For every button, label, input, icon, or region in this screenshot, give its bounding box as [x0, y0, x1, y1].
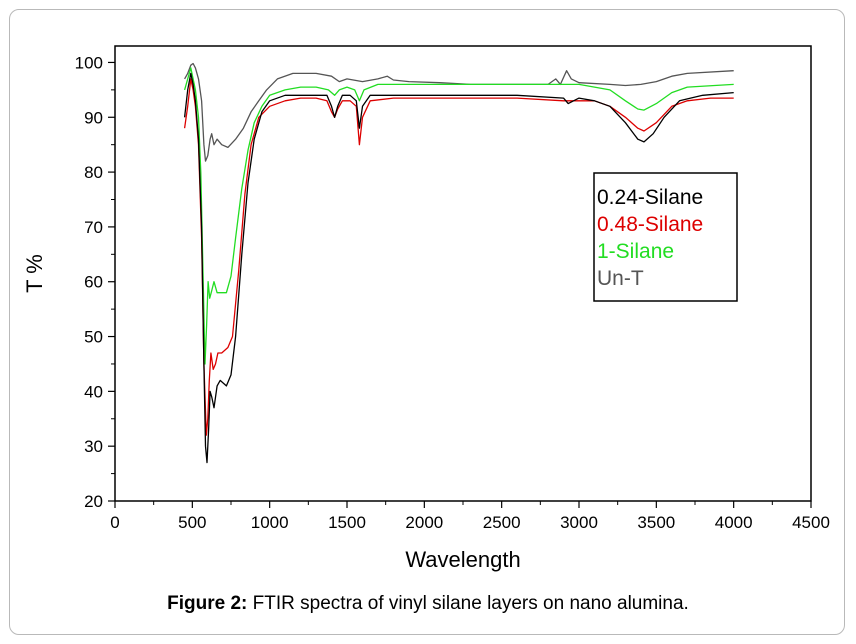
- x-tick-label: 0: [110, 513, 119, 532]
- y-tick-label: 30: [84, 437, 103, 456]
- legend-entry: 0.48-Silane: [597, 213, 703, 236]
- x-tick-label: 3500: [637, 513, 675, 532]
- x-tick-label: 500: [178, 513, 206, 532]
- x-tick-label: 1500: [328, 513, 366, 532]
- x-tick-label: 2000: [405, 513, 443, 532]
- series-layer: [183, 62, 734, 464]
- y-tick-label: 90: [84, 108, 103, 127]
- x-axis: 0 500 1000 1500 2000 2500 3000 3500 4000 4500: [110, 501, 830, 532]
- series-line-un-t: [184, 62, 734, 162]
- y-tick-label: 50: [84, 328, 103, 347]
- y-tick-label: 100: [75, 53, 103, 72]
- x-tick-label: 4500: [792, 513, 830, 532]
- series-line-0-24-silane: [183, 72, 734, 464]
- y-axis-label: T %: [22, 254, 47, 293]
- legend-entry: 0.24-Silane: [597, 186, 703, 209]
- legend-entry: Un-T: [597, 267, 644, 290]
- y-axis: 20 30 40 50 60 70 80 90 100: [75, 53, 115, 511]
- caption-text: FTIR spectra of vinyl silane layers on n…: [247, 593, 689, 614]
- y-tick-label: 80: [84, 163, 103, 182]
- legend: 0.24-Silane 0.48-Silane 1-Silane Un-T: [593, 172, 738, 302]
- legend-box: [593, 172, 738, 302]
- x-axis-label: Wavelength: [405, 547, 520, 572]
- legend-entry: 1-Silane: [597, 240, 674, 263]
- x-tick-label: 3000: [560, 513, 598, 532]
- figure-caption: Figure 2: FTIR spectra of vinyl silane l…: [0, 593, 856, 615]
- y-tick-label: 40: [84, 382, 103, 401]
- y-tick-label: 60: [84, 273, 103, 292]
- x-tick-label: 2500: [483, 513, 521, 532]
- y-tick-label: 70: [84, 218, 103, 237]
- y-tick-label: 20: [84, 492, 103, 511]
- x-tick-label: 1000: [251, 513, 289, 532]
- caption-label: Figure 2:: [167, 593, 248, 614]
- x-tick-label: 4000: [715, 513, 753, 532]
- figure-frame: [9, 9, 845, 635]
- series-line-1-silane: [183, 67, 734, 365]
